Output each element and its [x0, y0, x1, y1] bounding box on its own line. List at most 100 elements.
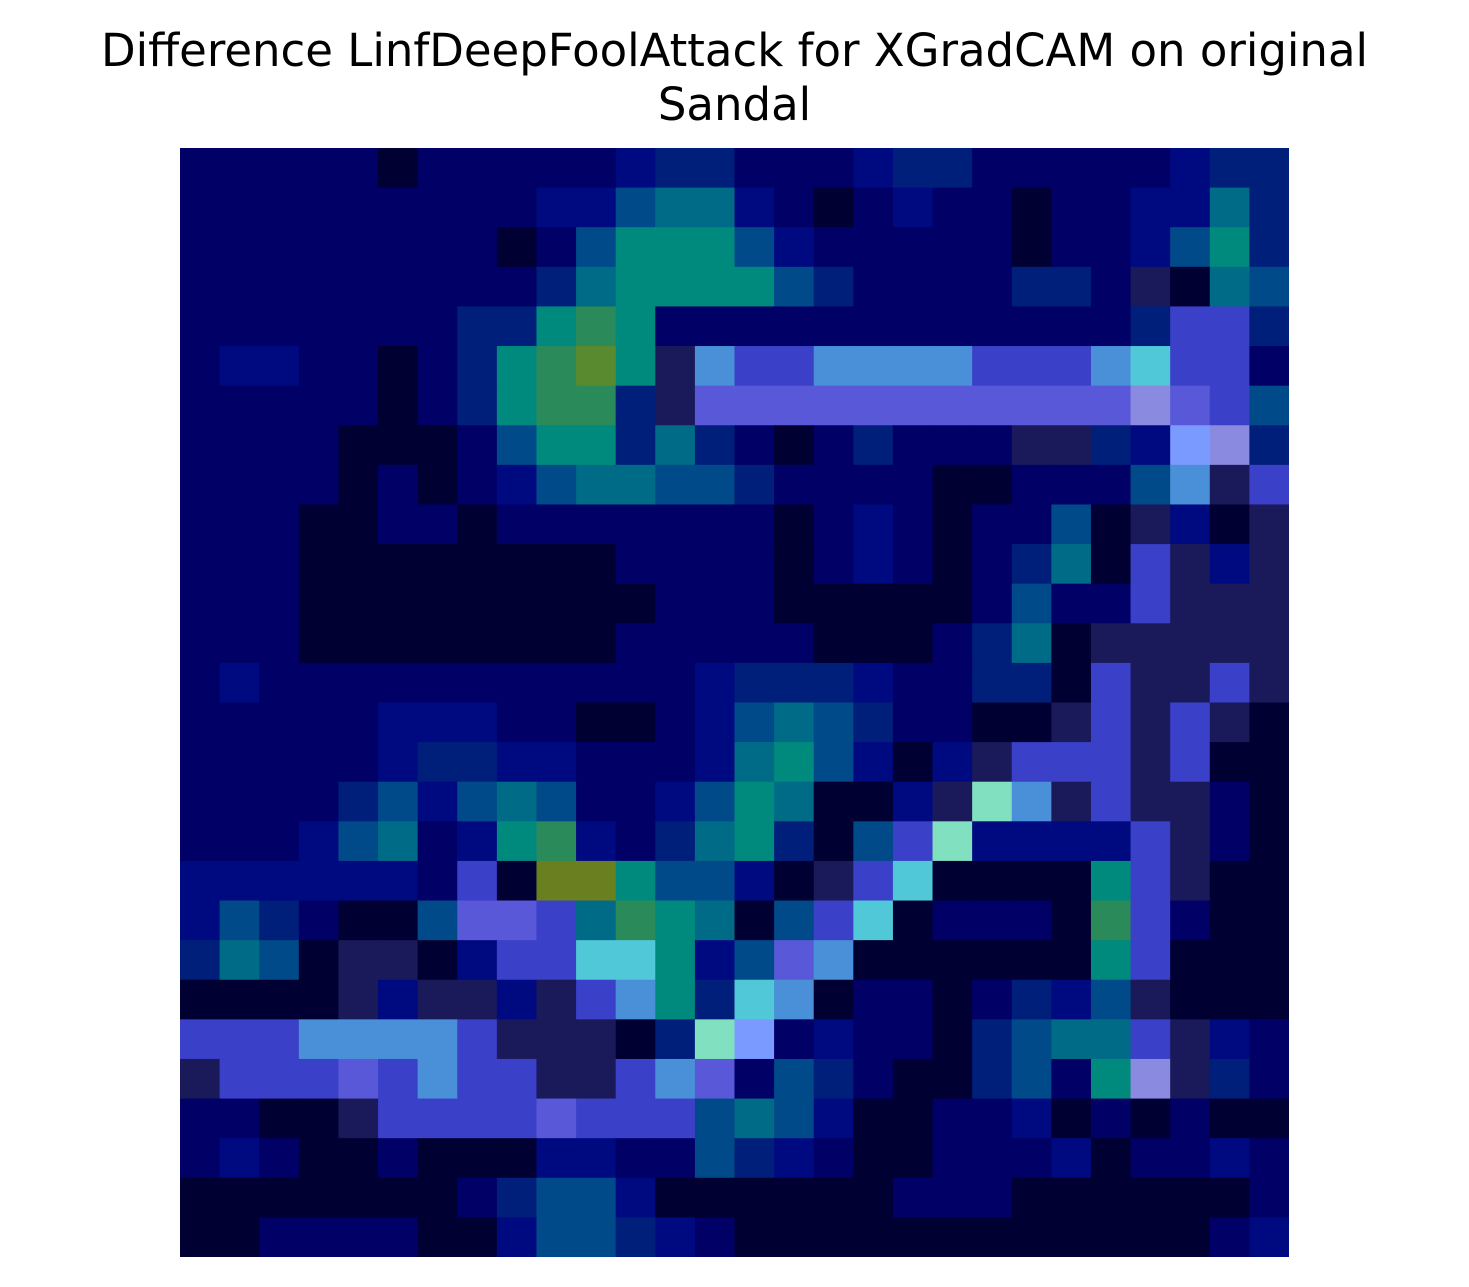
- heatmap-cell: [298, 662, 340, 704]
- heatmap-cell: [1170, 1138, 1211, 1179]
- heatmap-cell: [180, 742, 221, 783]
- heatmap-cell: [813, 900, 854, 941]
- heatmap-cell: [298, 860, 340, 902]
- heatmap-cell: [892, 187, 934, 228]
- heatmap-cell: [932, 544, 973, 585]
- heatmap-cell: [219, 266, 260, 308]
- heatmap-cell: [1130, 1138, 1171, 1179]
- heatmap-cell: [576, 1019, 617, 1060]
- heatmap-cell: [1130, 900, 1171, 941]
- heatmap-cell: [378, 583, 419, 624]
- heatmap-cell: [338, 1177, 379, 1218]
- heatmap-cell: [734, 1058, 775, 1100]
- heatmap-cell: [774, 187, 815, 228]
- heatmap-cell: [1051, 227, 1092, 268]
- heatmap-cell: [1130, 1058, 1171, 1100]
- heatmap-cell: [972, 860, 1013, 902]
- heatmap-cell: [892, 1177, 934, 1218]
- heatmap-cell: [1249, 979, 1289, 1020]
- heatmap-cell: [615, 940, 656, 981]
- heatmap-cell: [1209, 702, 1250, 743]
- heatmap-cell: [774, 346, 815, 387]
- heatmap-cell: [1090, 979, 1132, 1020]
- heatmap-cell: [813, 742, 854, 783]
- heatmap-cell: [615, 544, 656, 585]
- heatmap-cell: [655, 623, 696, 664]
- heatmap-cell: [457, 662, 498, 704]
- heatmap-cell: [694, 583, 736, 624]
- heatmap-cell: [892, 227, 934, 268]
- heatmap-cell: [694, 227, 736, 268]
- chart-title: Difference LinfDeepFoolAttack for XGradC…: [0, 24, 1469, 132]
- heatmap-cell: [1130, 583, 1171, 624]
- heatmap-cell: [496, 781, 538, 822]
- heatmap-cell: [1130, 860, 1171, 902]
- heatmap-cell: [576, 979, 617, 1020]
- heatmap-cell: [496, 544, 538, 585]
- heatmap-cell: [298, 385, 340, 426]
- heatmap-cell: [932, 504, 973, 545]
- heatmap-cell: [774, 504, 815, 545]
- heatmap-cell: [298, 1098, 340, 1139]
- heatmap-cell: [1011, 1217, 1052, 1257]
- heatmap-cell: [180, 385, 221, 426]
- heatmap-cell: [734, 662, 775, 704]
- heatmap-cell: [655, 148, 696, 189]
- heatmap-cell: [219, 1058, 260, 1100]
- heatmap-cell: [972, 781, 1013, 822]
- heatmap-cell: [1170, 1177, 1211, 1218]
- heatmap-cell: [219, 583, 260, 624]
- heatmap-cell: [1209, 1098, 1250, 1139]
- heatmap-cell: [417, 702, 458, 743]
- heatmap-cell: [496, 266, 538, 308]
- heatmap-cell: [615, 860, 656, 902]
- heatmap-cell: [1090, 781, 1132, 822]
- heatmap-cell: [536, 306, 577, 347]
- heatmap-cell: [180, 662, 221, 704]
- heatmap-cell: [972, 940, 1013, 981]
- heatmap-cell: [576, 148, 617, 189]
- heatmap-cell: [694, 385, 736, 426]
- heatmap-cell: [1051, 1217, 1092, 1257]
- heatmap-cell: [892, 900, 934, 941]
- heatmap-cell: [932, 306, 973, 347]
- heatmap-cell: [259, 504, 300, 545]
- heatmap-cell: [576, 187, 617, 228]
- heatmap-cell: [338, 266, 379, 308]
- heatmap-cell: [734, 385, 775, 426]
- heatmap-cell: [813, 860, 854, 902]
- heatmap-cell: [259, 702, 300, 743]
- heatmap-cell: [774, 662, 815, 704]
- heatmap-cell: [1249, 1138, 1289, 1179]
- heatmap-cell: [219, 425, 260, 466]
- heatmap-cell: [1249, 227, 1289, 268]
- heatmap-cell: [576, 662, 617, 704]
- heatmap-cell: [378, 1138, 419, 1179]
- heatmap-cell: [1090, 1019, 1132, 1060]
- heatmap-cell: [576, 1058, 617, 1100]
- heatmap-cell: [1170, 1217, 1211, 1257]
- heatmap-cell: [536, 187, 577, 228]
- heatmap-cell: [892, 583, 934, 624]
- heatmap-cell: [774, 425, 815, 466]
- heatmap-cell: [417, 1058, 458, 1100]
- heatmap-cell: [1170, 227, 1211, 268]
- heatmap-cell: [259, 187, 300, 228]
- heatmap-cell: [694, 148, 736, 189]
- heatmap-cell: [417, 544, 458, 585]
- heatmap-cell: [655, 900, 696, 941]
- heatmap-cell: [180, 702, 221, 743]
- heatmap-cell: [774, 940, 815, 981]
- heatmap-cell: [1130, 464, 1171, 506]
- heatmap-cell: [219, 662, 260, 704]
- heatmap-cell: [1249, 821, 1289, 862]
- heatmap-cell: [1130, 385, 1171, 426]
- heatmap-cell: [496, 1019, 538, 1060]
- heatmap-cell: [1209, 1138, 1250, 1179]
- heatmap-cell: [417, 425, 458, 466]
- heatmap-cell: [219, 1217, 260, 1257]
- heatmap-cell: [259, 544, 300, 585]
- heatmap-cell: [813, 148, 854, 189]
- heatmap-cell: [1209, 900, 1250, 941]
- heatmap-cell: [417, 148, 458, 189]
